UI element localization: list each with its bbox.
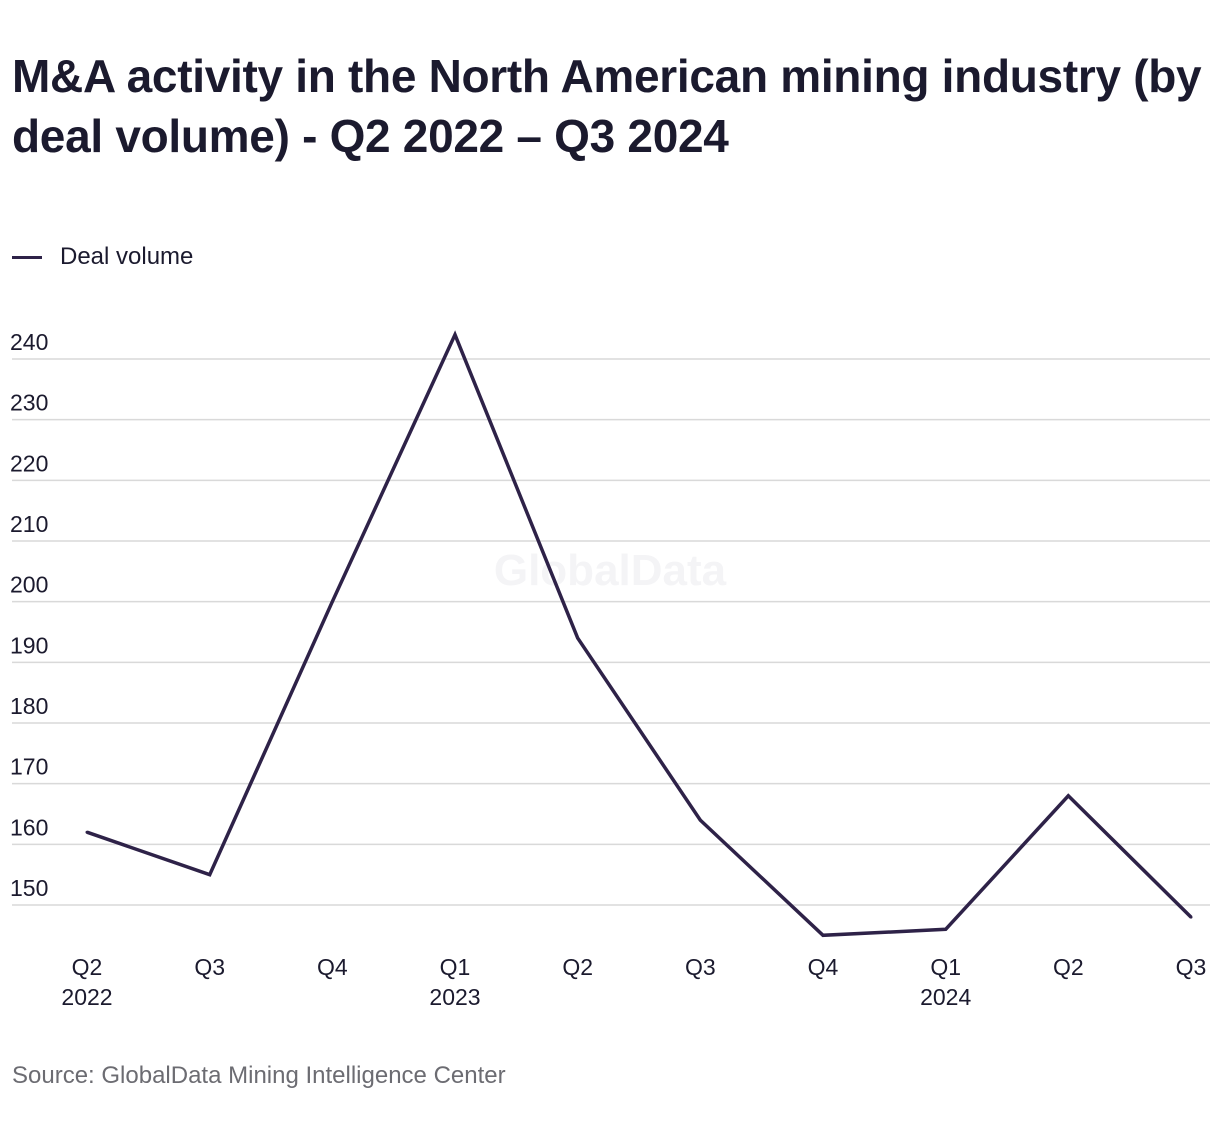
data-point-3 <box>330 600 334 604</box>
x-tick-label-6: Q3 <box>685 954 716 980</box>
line-chart: GlobalData 150 160 170 180 190 200 210 220 230 24… <box>10 329 1210 1010</box>
x-tick-label-9: Q2 <box>1053 954 1084 980</box>
legend: Deal volume <box>12 241 193 273</box>
x-tick-label-2: Q3 <box>194 954 225 980</box>
x-tick-year-label-4: 2023 <box>429 984 480 1010</box>
watermark: GlobalData <box>494 546 727 595</box>
data-point-2 <box>208 873 212 877</box>
data-point-9 <box>1066 794 1070 798</box>
data-point-10 <box>1189 915 1193 919</box>
x-tick-label-10: Q3 <box>1176 954 1207 980</box>
legend-swatch-deal-volume <box>12 255 42 259</box>
data-point-1 <box>85 830 89 834</box>
legend-label-deal-volume: Deal volume <box>60 243 194 270</box>
data-point-4 <box>453 333 457 337</box>
y-tick-label-210: 210 <box>10 511 48 537</box>
series-line-deal-volume <box>86 330 1193 938</box>
chart-title: M&A activity in the North American minin… <box>12 50 1202 162</box>
y-tick-label-170: 170 <box>10 754 48 780</box>
data-point-6 <box>698 818 702 822</box>
data-point-5 <box>576 636 580 640</box>
x-tick-label-7: Q4 <box>808 954 839 980</box>
y-tick-label-180: 180 <box>10 693 48 719</box>
y-tick-label-150: 150 <box>10 875 48 901</box>
x-tick-label-4: Q1 <box>440 954 471 980</box>
y-tick-label-240: 240 <box>10 329 48 355</box>
x-tick-label-3: Q4 <box>317 954 348 980</box>
y-tick-label-190: 190 <box>10 632 48 658</box>
y-tick-label-200: 200 <box>10 572 48 598</box>
source-note: Source: GlobalData Mining Intelligence C… <box>12 1062 506 1089</box>
y-tick-label-230: 230 <box>10 390 48 416</box>
data-point-7 <box>821 933 825 937</box>
x-tick-year-label-1: 2022 <box>61 984 112 1010</box>
y-tick-label-160: 160 <box>10 814 48 840</box>
data-point-8 <box>944 927 948 931</box>
y-tick-label-220: 220 <box>10 450 48 476</box>
x-tick-label-1: Q2 <box>72 954 103 980</box>
x-tick-label-8: Q1 <box>930 954 961 980</box>
x-tick-label-5: Q2 <box>562 954 593 980</box>
x-tick-year-label-8: 2024 <box>920 984 971 1010</box>
